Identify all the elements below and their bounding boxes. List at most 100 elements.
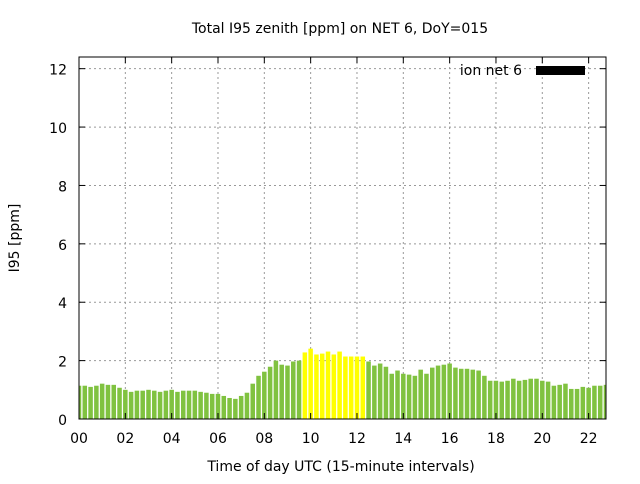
- bar: [134, 390, 140, 419]
- bar: [545, 381, 551, 419]
- bar: [157, 391, 163, 419]
- y-tick-label: 10: [49, 121, 67, 137]
- bar: [574, 388, 580, 419]
- x-tick-label: 20: [533, 431, 551, 447]
- bar: [418, 369, 423, 419]
- bar: [348, 356, 354, 419]
- bar: [99, 383, 105, 419]
- bar: [493, 380, 499, 419]
- bar: [331, 354, 337, 419]
- y-tick-label: 8: [58, 179, 67, 195]
- bar: [551, 385, 557, 419]
- bar: [128, 391, 134, 419]
- bar: [209, 393, 215, 419]
- y-tick-label: 12: [49, 63, 67, 79]
- bar: [244, 392, 250, 419]
- bar: [401, 373, 406, 419]
- bar: [586, 387, 591, 419]
- bar: [464, 368, 470, 419]
- legend-swatch: [536, 66, 585, 75]
- bar: [568, 388, 574, 419]
- bar: [262, 371, 267, 419]
- bar: [337, 351, 342, 419]
- bar: [534, 378, 539, 419]
- bar: [180, 390, 186, 419]
- bar: [215, 393, 221, 419]
- bar: [204, 392, 209, 419]
- bar: [383, 366, 389, 419]
- bar: [557, 384, 562, 419]
- bar: [522, 379, 528, 419]
- y-tick-label: 2: [58, 355, 67, 371]
- bar: [424, 373, 429, 419]
- legend-label: ion net 6: [460, 63, 522, 79]
- x-tick-label: 14: [394, 431, 412, 447]
- x-tick-label: 08: [255, 431, 273, 447]
- bar: [366, 361, 371, 419]
- bar: [146, 389, 151, 419]
- bar: [540, 380, 545, 419]
- bar: [250, 383, 255, 419]
- bar: [111, 384, 117, 419]
- bar: [435, 365, 441, 419]
- bar: [169, 389, 174, 419]
- bar: [592, 385, 597, 419]
- bar: [296, 360, 302, 419]
- bar: [227, 397, 232, 419]
- bar: [186, 390, 192, 419]
- bar: [516, 380, 522, 419]
- bar: [163, 390, 169, 419]
- bar: [325, 351, 331, 419]
- bar: [221, 395, 227, 419]
- bar: [314, 354, 319, 419]
- bar: [482, 375, 487, 419]
- bar: [140, 390, 145, 419]
- x-tick-label: 10: [302, 431, 320, 447]
- y-tick-label: 4: [58, 296, 67, 312]
- x-tick-label: 18: [487, 431, 505, 447]
- plot-frame: [78, 56, 607, 420]
- bar: [580, 386, 586, 419]
- x-tick-label: 04: [163, 431, 181, 447]
- bar: [256, 375, 261, 419]
- x-tick-label: 06: [209, 431, 227, 447]
- bar: [406, 374, 412, 419]
- bar: [105, 384, 111, 419]
- bar: [152, 390, 157, 419]
- bar: [476, 370, 481, 419]
- bar: [528, 378, 533, 419]
- bar: [499, 381, 505, 419]
- bar: [354, 356, 360, 419]
- bar: [453, 367, 458, 419]
- x-tick-label: 16: [441, 431, 459, 447]
- bar: [395, 370, 400, 419]
- bar: [360, 356, 366, 419]
- y-axis-label: I95 [ppm]: [7, 204, 23, 273]
- bar: [603, 384, 606, 419]
- bar: [94, 385, 99, 419]
- bar: [79, 385, 82, 419]
- bar: [511, 378, 516, 419]
- x-axis-label: Time of day UTC (15-minute intervals): [206, 459, 474, 475]
- bar: [505, 380, 510, 419]
- bar: [447, 363, 452, 419]
- bar: [343, 356, 348, 419]
- bar: [563, 383, 568, 419]
- bar: [458, 368, 464, 419]
- bar: [372, 365, 377, 419]
- bar: [291, 361, 296, 419]
- bar: [441, 364, 447, 419]
- legend: ion net 6: [460, 63, 585, 79]
- bar: [430, 367, 435, 419]
- bar: [597, 385, 603, 419]
- bar: [233, 398, 238, 419]
- grid: [79, 57, 606, 419]
- x-tick-label: 12: [348, 431, 366, 447]
- x-tick-label: 00: [70, 431, 88, 447]
- y-tick-label: 0: [58, 413, 67, 429]
- chart-title: Total I95 zenith [ppm] on NET 6, DoY=015: [191, 21, 488, 37]
- bar: [88, 386, 93, 419]
- bar: [470, 369, 476, 419]
